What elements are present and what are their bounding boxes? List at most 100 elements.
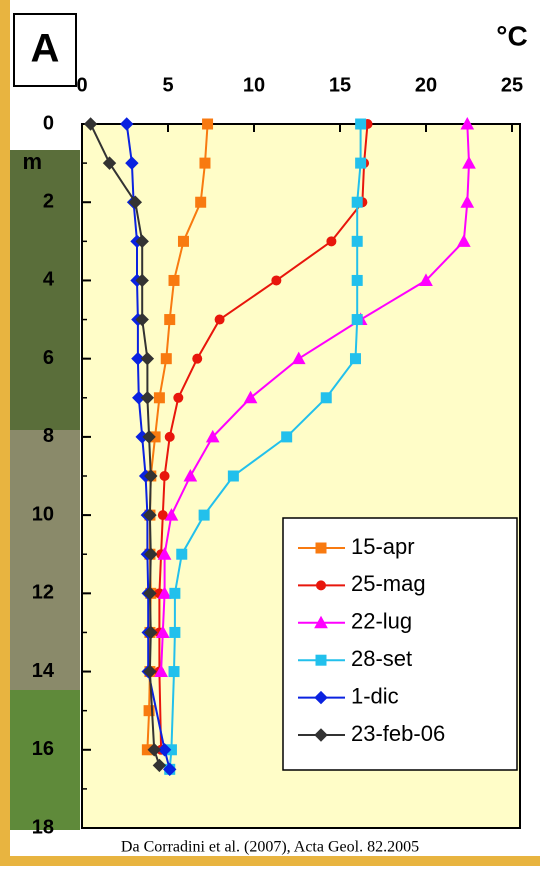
marker: [349, 353, 361, 365]
photo-strip: [10, 690, 80, 830]
marker: [120, 117, 134, 131]
marker: [176, 548, 188, 560]
marker: [314, 690, 328, 705]
marker: [143, 705, 155, 717]
marker: [460, 195, 475, 208]
marker: [164, 431, 175, 442]
marker: [460, 116, 475, 130]
marker: [205, 429, 220, 443]
legend-label: 22-lug: [351, 609, 412, 634]
x-tick-label: 15: [329, 74, 351, 96]
x-tick-label: 0: [76, 74, 87, 96]
marker: [351, 196, 363, 208]
marker: [140, 391, 155, 405]
marker: [164, 314, 176, 326]
marker: [271, 275, 282, 286]
y-tick-label: 10: [32, 503, 54, 525]
y-tick-label: 18: [32, 816, 54, 838]
marker: [102, 156, 117, 170]
marker: [143, 586, 157, 601]
marker: [83, 117, 98, 131]
panel-label: A: [31, 27, 60, 71]
x-tick-label: 20: [415, 74, 437, 96]
marker: [456, 234, 471, 247]
marker: [157, 586, 172, 599]
marker: [169, 626, 181, 638]
marker: [316, 580, 326, 591]
y-axis-label: m: [22, 149, 42, 174]
marker: [314, 728, 328, 742]
y-tick-label: 12: [32, 582, 54, 604]
marker: [144, 625, 158, 640]
y-tick-label: 0: [43, 112, 54, 134]
marker: [183, 468, 198, 482]
legend-label: 1-dic: [351, 683, 399, 708]
y-tick-label: 8: [43, 425, 54, 447]
marker: [159, 471, 170, 481]
marker: [315, 542, 327, 554]
marker: [128, 195, 143, 209]
marker: [163, 762, 177, 777]
marker: [157, 510, 168, 521]
marker: [153, 392, 165, 404]
frame-left: [0, 0, 10, 866]
y-tick-label: 14: [32, 660, 55, 682]
series-line: [158, 123, 369, 750]
marker: [154, 664, 168, 678]
marker: [135, 312, 149, 327]
marker: [320, 392, 332, 404]
marker: [135, 234, 149, 249]
y-tick-label: 2: [43, 191, 54, 213]
photo-strip: [10, 150, 80, 430]
marker: [281, 431, 293, 443]
marker: [144, 469, 158, 483]
marker: [198, 509, 210, 521]
legend: 15-apr 25-mag 22-lug 28-set 1-dic 23-feb-06: [282, 517, 518, 771]
marker: [192, 353, 203, 364]
marker: [355, 118, 367, 130]
marker: [227, 470, 239, 482]
marker: [351, 235, 363, 247]
marker: [326, 236, 337, 247]
marker: [143, 664, 157, 679]
y-tick-label: 4: [43, 269, 55, 291]
marker: [160, 353, 172, 365]
marker: [125, 156, 139, 170]
marker: [291, 351, 306, 365]
marker: [202, 118, 214, 130]
marker: [355, 157, 367, 169]
marker: [419, 273, 433, 286]
marker: [131, 351, 145, 366]
marker: [462, 156, 476, 169]
marker: [144, 547, 158, 561]
marker: [140, 351, 155, 366]
marker: [314, 615, 328, 629]
marker: [169, 587, 181, 599]
legend-box: [282, 517, 518, 771]
marker: [199, 157, 211, 169]
marker: [214, 314, 225, 325]
marker: [157, 547, 172, 560]
x-tick-label: 25: [501, 74, 523, 96]
y-tick-label: 16: [32, 738, 54, 760]
marker: [135, 273, 149, 288]
caption: Da Corradini et al. (2007), Acta Geol. 8…: [121, 839, 419, 856]
marker: [168, 274, 180, 286]
photo-strip: [10, 430, 80, 690]
marker: [351, 274, 363, 286]
marker: [351, 314, 363, 326]
marker: [177, 235, 189, 247]
marker: [243, 390, 258, 404]
y-tick-label: 6: [43, 347, 54, 369]
marker: [155, 625, 170, 638]
marker: [168, 666, 180, 678]
marker: [152, 758, 167, 773]
legend-label: 25-mag: [351, 571, 426, 596]
marker: [147, 743, 161, 757]
legend-label: 23-feb-06: [351, 721, 445, 746]
x-axis-label: °C: [496, 20, 527, 51]
marker: [164, 508, 179, 521]
